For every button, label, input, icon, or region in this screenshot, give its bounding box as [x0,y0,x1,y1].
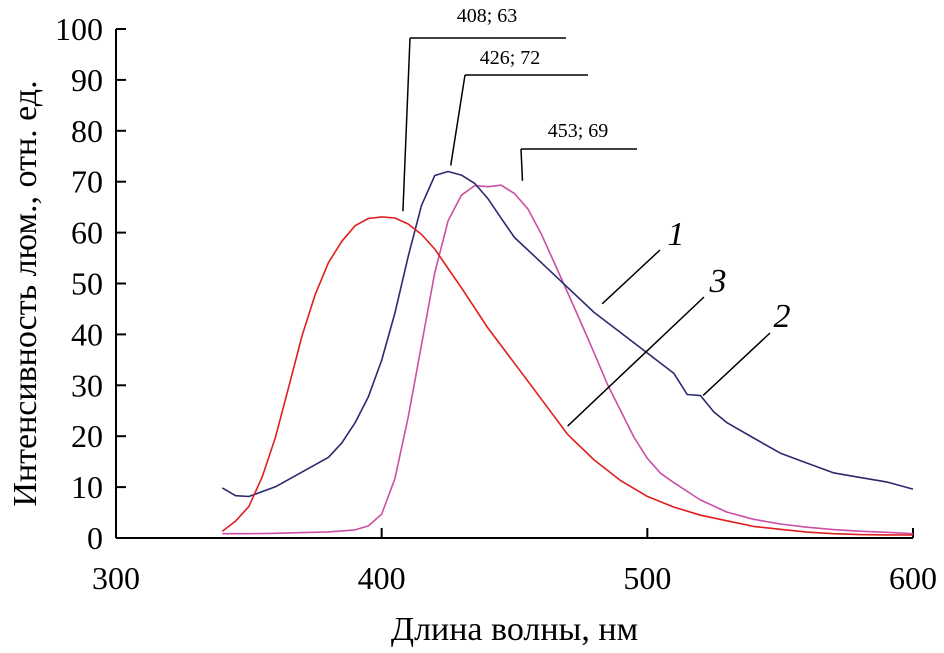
curve-label-1: 1 [668,216,685,253]
series-lines [221,170,914,536]
annotation-leader [449,74,466,166]
x-tick-label: 400 [358,560,406,596]
y-tick-label: 80 [71,113,103,149]
y-tick-label: 40 [71,316,103,352]
curve-labels: 1 2 3 [567,216,791,427]
y-tick-label: 0 [87,520,103,556]
curve-label-3: 3 [709,263,727,300]
annotation-leader [402,37,411,212]
annotation-text: 408; 63 [457,5,518,27]
y-tick-label: 70 [71,164,103,200]
y-tick-label: 50 [71,266,103,302]
series-line-1 [222,184,914,535]
curve-label-2: 2 [774,298,791,335]
y-tick-label: 60 [71,215,103,251]
y-tick-label: 30 [71,367,103,403]
annotation-text: 426; 72 [480,47,541,69]
x-tick-label: 600 [889,560,937,596]
curve-label-leader [601,249,661,305]
curve-label-leader [702,332,771,397]
curve-label-leader [567,296,705,427]
tick-labels: 300 400 500 600 0 10 20 30 40 50 60 70 80 90 100 [55,11,937,596]
y-tick-label: 90 [71,62,103,98]
y-tick-label: 20 [71,418,103,454]
peak-annotations: 408; 63 426; 72 453; 69 [402,5,637,212]
series-line-2 [221,170,914,498]
x-tick-label: 500 [623,560,671,596]
y-tick-label: 10 [71,469,103,505]
y-axis-title: Интенсивность люм., отн. ед. [7,80,44,506]
series-line-3 [221,216,914,536]
x-axis-title: Длина волны, нм [391,611,638,648]
x-tick-label: 300 [92,560,140,596]
annotation-leader [520,148,524,181]
annotation-text: 453; 69 [548,120,609,142]
y-tick-label: 100 [55,11,103,47]
axes [115,29,913,539]
